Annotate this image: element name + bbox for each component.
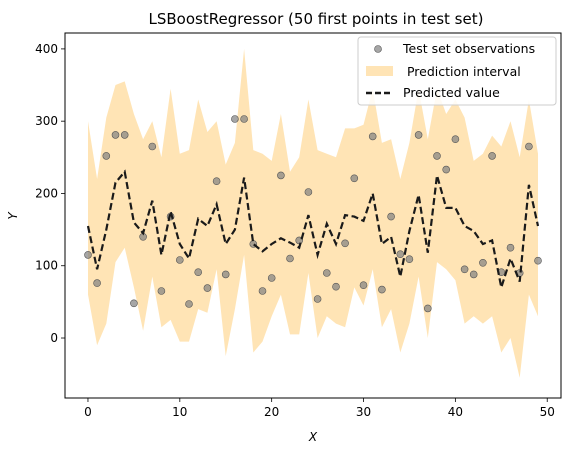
legend: Test set observations Prediction interva… [357,36,557,106]
observation-point [313,295,322,303]
y-tick-label: 200 [35,186,58,200]
observation-point [525,142,533,151]
x-tick-label: 0 [84,405,92,419]
legend-observation-marker [374,45,382,53]
observation-point [93,279,101,287]
observation-point [506,243,515,252]
y-axis: 0 100 200 300 400 [35,42,65,345]
observation-point [368,132,377,141]
observation-point [111,131,120,139]
observation-point [414,131,423,139]
observation-point [488,152,496,160]
legend-interval-swatch [366,66,393,76]
x-axis: 0 10 20 30 40 50 [84,398,555,419]
observation-point [534,256,542,265]
observation-point [231,115,239,123]
observation-point [157,287,166,295]
observation-point [286,254,294,263]
observation-point [102,152,111,160]
y-tick-label: 400 [35,42,58,56]
observation-point [203,284,212,292]
legend-interval-label: Prediction interval [403,64,521,79]
plot-area [64,32,562,399]
x-tick-label: 20 [264,405,279,419]
observation-point [267,274,276,282]
observation-point [176,256,184,264]
observation-point [304,188,313,196]
observation-point [442,165,451,174]
observation-point [479,258,487,267]
observation-point [130,299,138,308]
observation-point [277,171,285,180]
observation-point [433,152,441,160]
observation-point [148,142,157,151]
observation-point [387,212,395,221]
plot-frame [64,32,562,399]
observation-point [396,250,405,258]
y-tick-label: 100 [35,259,58,273]
observation-point [212,177,221,185]
legend-observations-label: Test set observations [402,41,535,56]
observation-point [332,282,340,291]
prediction-interval-band [88,48,538,378]
y-tick-label: 300 [35,114,58,128]
y-axis-label: Y [6,211,20,220]
observation-point [359,281,368,290]
observation-point [322,269,331,277]
observation-point [120,131,129,139]
observation-point [469,270,478,279]
predicted-value-line [86,169,540,288]
observation-point [185,300,193,308]
observation-point [350,174,359,183]
observation-point [378,285,386,294]
observation-point [84,251,92,259]
x-tick-label: 10 [172,405,187,419]
x-axis-label: X [308,430,318,444]
observation-point [423,304,432,313]
x-tick-label: 30 [356,405,371,419]
x-tick-label: 40 [448,405,463,419]
observation-point [460,265,469,274]
legend-box [357,36,557,106]
observation-point [221,270,230,279]
observation-point [451,135,460,143]
observation-point [341,239,349,248]
chart-title: LSBoostRegressor (50 first points in tes… [149,10,484,28]
y-tick-label: 0 [50,331,58,345]
x-tick-label: 50 [540,405,555,419]
observation-point [194,268,202,277]
observation-point [240,115,248,123]
observation-point [258,287,267,295]
legend-predicted-label: Predicted value [403,85,500,100]
observation-point [405,255,414,264]
